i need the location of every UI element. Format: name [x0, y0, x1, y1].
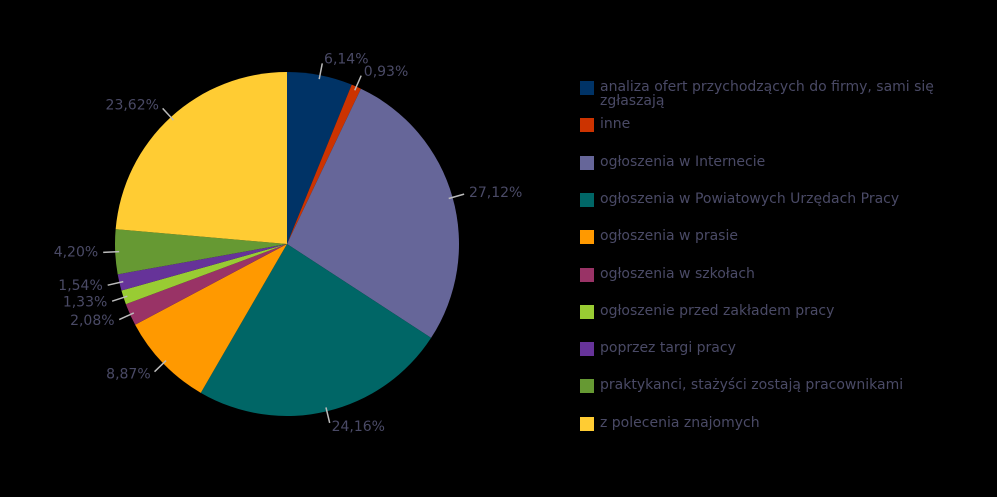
- data-label: 2,08%: [70, 313, 114, 329]
- pie-slice: [135, 244, 287, 393]
- legend-item: inne: [580, 116, 975, 133]
- pie-slice: [287, 88, 459, 338]
- pie-slice: [121, 244, 287, 305]
- legend-label: ogłoszenia w Internecie: [600, 153, 766, 170]
- leader-line: [162, 107, 175, 121]
- legend-swatch: [580, 118, 594, 133]
- pie-slice: [115, 72, 288, 244]
- data-label: 6,14%: [324, 51, 368, 67]
- legend-item: ogłoszenia w Internecie: [580, 155, 975, 170]
- legend-swatch: [580, 81, 594, 95]
- legend-swatch: [580, 230, 594, 245]
- leader-line: [107, 280, 124, 286]
- data-label: 1,33%: [63, 294, 107, 310]
- legend-label: inne: [600, 116, 631, 133]
- leader-line: [354, 75, 362, 91]
- legend-label: ogłoszenie przed zakładem pracy: [600, 302, 835, 319]
- legend-swatch: [580, 155, 594, 170]
- legend-item: z polecenia znajomych: [580, 416, 975, 431]
- leader-line: [103, 250, 120, 254]
- legend-label: poprzez targi pracy: [600, 340, 736, 357]
- legend-label: praktykanci, stażyści zostają pracownika…: [600, 377, 904, 394]
- leader-line: [325, 407, 331, 424]
- legend-label: ogłoszenia w prasie: [600, 228, 738, 245]
- legend-item: ogłoszenia w szkołach: [580, 267, 975, 282]
- pie-slice: [287, 72, 352, 244]
- pie-slice: [115, 229, 287, 275]
- legend-label: z polecenia znajomych: [600, 414, 760, 431]
- legend-swatch: [580, 267, 594, 282]
- leader-line: [111, 295, 128, 302]
- legend-swatch: [580, 342, 594, 357]
- legend-item: praktykanci, stażyści zostają pracownika…: [580, 377, 975, 394]
- legend-swatch: [580, 192, 594, 207]
- legend-swatch: [580, 379, 594, 394]
- pie-slice: [125, 244, 287, 325]
- data-label: 1,54%: [58, 278, 102, 294]
- leader-line: [448, 193, 465, 200]
- data-label: 0,93%: [364, 64, 408, 80]
- legend-label: analiza ofert przychodzących do firmy, s…: [600, 79, 934, 109]
- leader-line: [118, 312, 135, 321]
- data-label: 24,16%: [332, 419, 385, 435]
- data-label: 23,62%: [106, 97, 159, 113]
- leader-line: [154, 360, 167, 373]
- legend-item: ogłoszenia w Powiatowych Urzędach Pracy: [580, 192, 975, 207]
- data-label: 27,12%: [469, 185, 522, 201]
- legend-label: ogłoszenia w Powiatowych Urzędach Pracy: [600, 190, 900, 207]
- data-label: 8,87%: [106, 366, 150, 382]
- data-label: 4,20%: [54, 245, 98, 261]
- pie-slice: [287, 84, 361, 244]
- legend-swatch: [580, 416, 594, 431]
- legend-item: ogłoszenia w prasie: [580, 228, 975, 245]
- legend-item: poprzez targi pracy: [580, 340, 975, 357]
- legend-item: analiza ofert przychodzących do firmy, s…: [580, 80, 975, 108]
- legend-swatch: [580, 304, 594, 319]
- leader-line: [318, 63, 324, 80]
- pie-slice: [200, 244, 432, 416]
- legend-item: ogłoszenie przed zakładem pracy: [580, 304, 975, 319]
- legend-label: ogłoszenia w szkołach: [600, 265, 755, 282]
- pie-slice: [117, 244, 287, 291]
